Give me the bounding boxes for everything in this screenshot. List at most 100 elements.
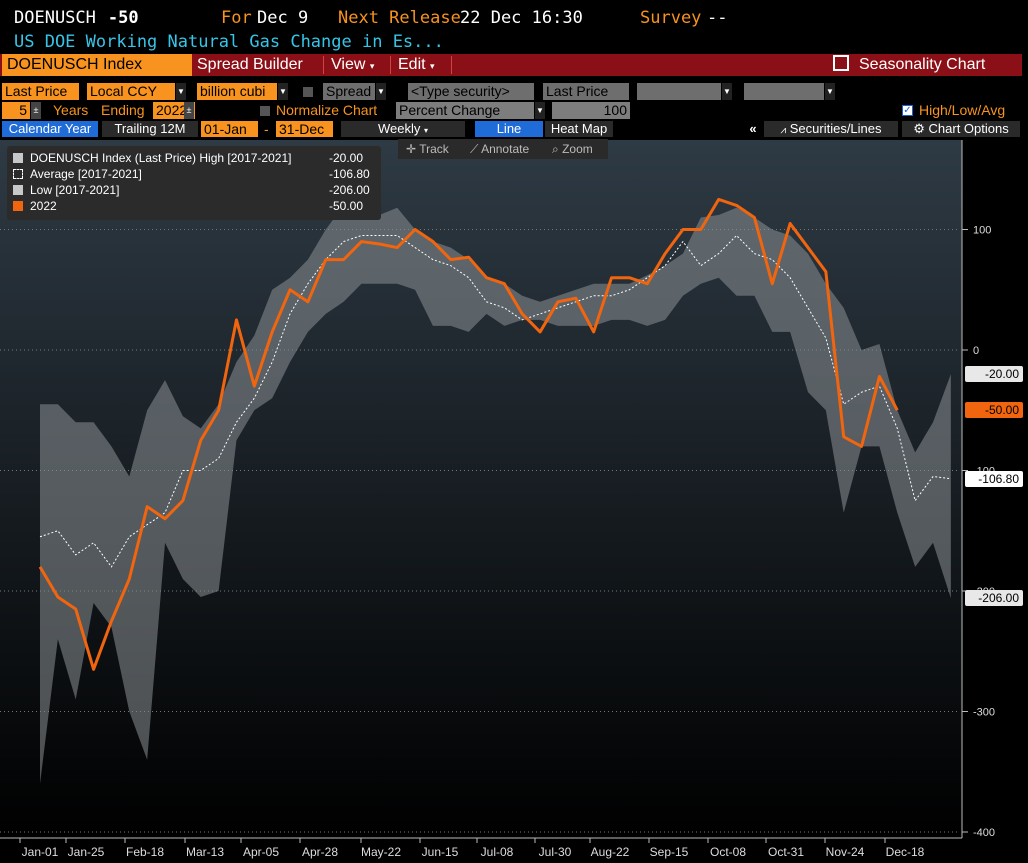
normalize-checkbox[interactable] [260,106,270,116]
years-count-input[interactable]: 5 [2,102,30,119]
chart-lines-icon: ⩘ [780,125,787,136]
crosshair-icon: ✛ [406,142,417,156]
legend-value-high: -20.00 [329,151,364,165]
securities-lines-button[interactable]: ⩘ Securities/Lines [764,121,898,137]
units-select[interactable]: billion cubi [197,83,277,100]
x-tick-label: Jun-15 [422,845,459,859]
next-release-date: 22 Dec 16:30 [460,8,583,28]
survey-value: -- [707,8,728,28]
high-low-avg-label: High/Low/Avg [919,102,1006,118]
x-tick-label: Jul-30 [539,845,572,859]
empty-select-1-dropdown-icon[interactable]: ▼ [722,83,732,100]
edit-menu[interactable]: Edit ▾ [398,56,435,73]
x-tick-label: Nov-24 [826,845,865,859]
legend-value-2022: -50.00 [329,199,364,213]
chart-tools: ✛ Track ⟋ Annotate ⌕ Zoom [398,139,608,159]
empty-select-1[interactable] [637,83,721,100]
seasonality-chart-title[interactable]: Seasonality Chart [828,54,990,76]
normalize-method-select[interactable]: Percent Change [396,102,534,119]
tab-line[interactable]: Line [475,121,543,137]
zoom-tool[interactable]: ⌕ Zoom [552,142,593,156]
main-toolbar: DOENUSCH Index Spread Builder View ▾ Edi… [0,54,1022,76]
y-tick-label: -300 [973,707,995,719]
legend-swatch-average [13,169,23,179]
field-select[interactable]: Last Price [2,83,79,100]
annotate-tool[interactable]: ⟋ Annotate [470,142,530,156]
spread-builder-button[interactable]: Spread Builder [197,56,303,73]
x-tick-label: Mar-13 [186,845,224,859]
years-label: Years [53,102,89,118]
security-field[interactable]: DOENUSCH Index [2,54,192,76]
x-tick-label: Jan-25 [68,845,105,859]
view-menu[interactable]: View ▾ [331,56,375,73]
empty-select-2-dropdown-icon[interactable]: ▼ [825,83,835,100]
years-stepper[interactable]: ± [31,102,41,119]
currency-select[interactable]: Local CCY [87,83,175,100]
empty-select-2[interactable] [744,83,824,100]
normalize-value-input[interactable]: 100 [552,102,630,119]
ticker-symbol: DOENUSCH [14,8,96,28]
pencil-icon: ⟋ [470,142,479,156]
legend-label-2022: 2022 [30,199,57,213]
legend-label-average: Average [2017-2021] [30,167,142,181]
spread-select[interactable]: Spread [323,83,375,100]
gear-icon: ⚙ [913,121,925,136]
compare-field-select[interactable]: Last Price [543,83,629,100]
x-tick-label: Jan-01 [22,845,59,859]
legend-swatch-high [13,153,23,163]
chart-options-button[interactable]: ⚙ Chart Options [902,121,1020,137]
value-badge: -206.00 [965,590,1023,607]
x-tick-label: Apr-28 [302,845,338,859]
x-tick-label: May-22 [361,845,401,859]
for-label: For [221,8,252,28]
legend-label-low: Low [2017-2021] [30,183,120,197]
edit-caret-icon: ▾ [430,61,435,71]
external-link-icon [833,55,849,71]
y-tick-label: -400 [973,827,995,839]
ending-year-stepper[interactable]: ± [184,102,194,119]
track-tool[interactable]: ✛ Track [406,142,449,156]
survey-label: Survey [640,8,702,28]
x-tick-label: Aug-22 [591,845,630,859]
value-badge: -20.00 [965,366,1023,383]
legend-swatch-low [13,185,23,195]
x-tick-label: Sep-15 [650,845,689,859]
security-description: US DOE Working Natural Gas Change in Es.… [14,32,444,52]
view-caret-icon: ▾ [369,61,375,71]
spread-dropdown-icon[interactable]: ▼ [376,83,386,100]
legend-label-high: DOENUSCH Index (Last Price) High [2017-2… [30,151,292,165]
chart-legend: DOENUSCH Index (Last Price) High [2017-2… [7,146,381,220]
high-low-avg-checkbox[interactable]: ✓ [902,105,913,116]
series-2022-line [38,197,899,671]
ending-label: Ending [101,102,145,118]
legend-swatch-2022 [13,201,23,211]
units-dropdown-icon[interactable]: ▼ [278,83,288,100]
legend-value-average: -106.80 [329,167,370,181]
normalize-method-dropdown-icon[interactable]: ▼ [535,102,545,119]
end-date-input[interactable]: 31-Dec [276,121,333,137]
x-tick-label: Feb-18 [126,845,164,859]
spread-checkbox[interactable] [303,87,313,97]
tab-heat-map[interactable]: Heat Map [545,121,613,137]
collapse-panel-button[interactable]: « [749,121,757,136]
x-tick-label: Oct-08 [710,845,746,859]
normalize-label: Normalize Chart [276,102,378,118]
magnifier-icon: ⌕ [552,142,559,156]
legend-value-low: -206.00 [329,183,370,197]
tab-calendar-year[interactable]: Calendar Year [2,121,98,137]
frequency-caret-icon: ▾ [424,126,429,135]
for-date: Dec 9 [257,8,309,28]
currency-dropdown-icon[interactable]: ▼ [176,83,186,100]
value-badge: -106.80 [965,470,1023,487]
x-tick-label: Oct-31 [768,845,804,859]
start-date-input[interactable]: 01-Jan [201,121,258,137]
tab-trailing-12m[interactable]: Trailing 12M [102,121,198,137]
type-security-input[interactable]: <Type security> [408,83,534,100]
header-line: DOENUSCH -50 For Dec 9 Next Release 22 De… [14,8,727,28]
next-release-label: Next Release [338,8,461,28]
x-tick-label: Jul-08 [481,845,514,859]
frequency-select[interactable]: Weekly ▾ [341,121,465,137]
x-tick-label: Apr-05 [243,845,279,859]
date-range-dash: - [264,121,269,137]
